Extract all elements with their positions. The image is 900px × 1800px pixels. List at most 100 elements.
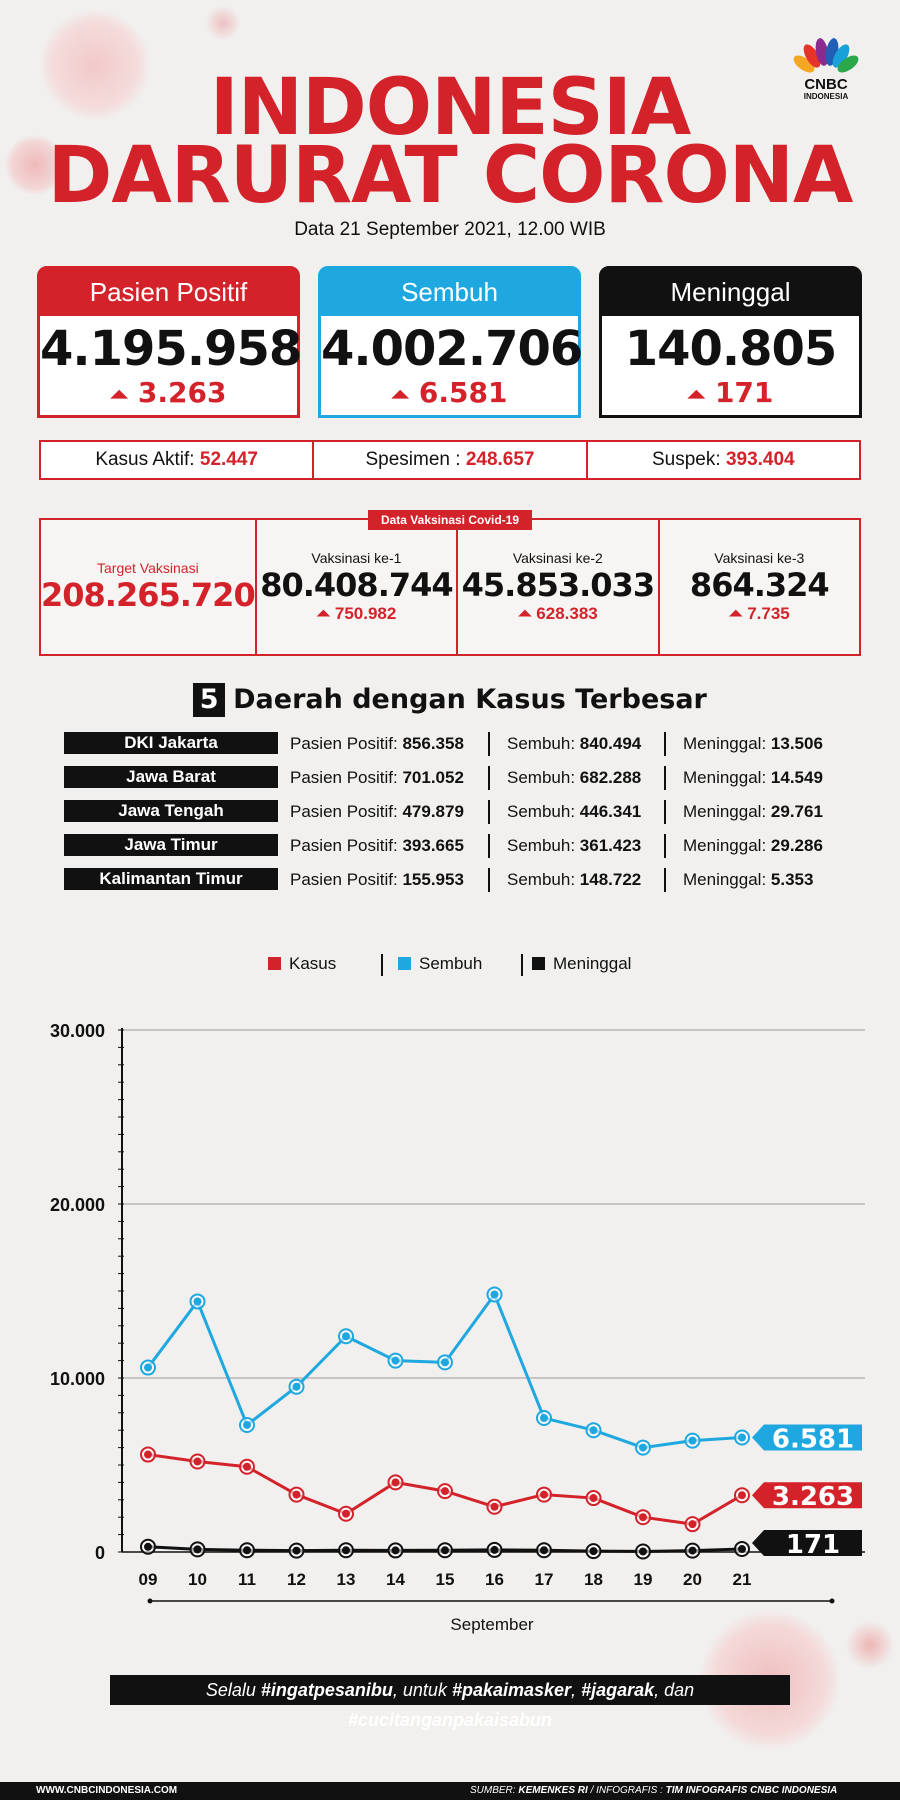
data-point-dot-meninggal	[540, 1546, 548, 1555]
x-tick-label: 11	[238, 1570, 256, 1589]
logo-subtext: INDONESIA	[803, 92, 849, 101]
region-sembuh-label: Sembuh:	[507, 768, 576, 787]
region-meninggal-label: Meninggal:	[683, 870, 767, 889]
region-positif: Pasien Positif: 393.665	[290, 834, 464, 858]
double-chevron-up-icon: ⏶	[316, 604, 331, 623]
vaccine-target-label: Target Vaksinasi	[97, 560, 199, 576]
region-sembuh: Sembuh: 446.341	[507, 800, 641, 824]
hashtag: #ingatpesanibu	[260, 1680, 393, 1700]
summary-bar: Kasus Aktif: 52.447 Spesimen : 248.657 S…	[39, 440, 861, 480]
card-delta-value: 171	[714, 376, 774, 409]
vaccine-dose-delta: ⏶ 7.735	[660, 604, 859, 624]
vaccine-dose-label: Vaksinasi ke-2	[512, 550, 603, 566]
page-title-line2: DARURAT CORONA	[47, 131, 854, 221]
data-date: Data 21 September 2021, 12.00 WIB	[294, 219, 606, 240]
x-tick-label: 15	[436, 1570, 455, 1589]
y-tick-label: 20.000	[50, 1195, 105, 1215]
region-name: Jawa Tengah	[64, 800, 278, 822]
vaccine-dose-label: Vaksinasi ke-3	[714, 550, 805, 566]
vaccine-dose-delta-value: 750.982	[334, 604, 397, 623]
data-point-dot-meninggal	[639, 1547, 647, 1556]
footer-source-value: KEMENKES RI	[518, 1785, 588, 1796]
region-meninggal-value: 29.286	[770, 836, 823, 855]
card-delta: ⏶ 171	[602, 378, 859, 411]
region-meninggal-value: 13.506	[770, 734, 823, 753]
tagline: Selalu #ingatpesanibu, untuk #pakaimaske…	[110, 1675, 790, 1730]
chart-legend: Kasus Sembuh Meninggal	[0, 952, 900, 982]
regions-title: 5 Daerah dengan Kasus Terbesar	[0, 683, 900, 717]
summary-label: Suspek:	[652, 449, 721, 470]
region-positif-label: Pasien Positif:	[290, 870, 398, 889]
peacock-logo-icon	[793, 38, 859, 73]
x-tick-label: 19	[634, 1570, 653, 1589]
region-row: Jawa Tengah Pasien Positif: 479.879 Sembuh…	[64, 800, 854, 824]
card-value: 140.805	[624, 321, 838, 377]
data-point-dot-sembuh	[490, 1290, 499, 1299]
x-tick-label: 09	[139, 1570, 158, 1589]
end-label-tag-meninggal	[752, 1530, 862, 1557]
region-positif-label: Pasien Positif:	[290, 768, 398, 787]
card-delta-value: 3.263	[137, 376, 227, 409]
tagline-text: , dan	[654, 1680, 695, 1700]
data-point-dot-kasus	[243, 1462, 251, 1471]
hashtag: #jagarak	[581, 1680, 655, 1700]
data-point-dot-meninggal	[193, 1545, 202, 1554]
data-point-dot-kasus	[144, 1450, 152, 1459]
legend-swatch	[532, 957, 545, 970]
card-delta-value: 6.581	[418, 376, 508, 409]
y-tick-label: 10.000	[50, 1369, 105, 1389]
regions-number: 5	[193, 683, 226, 717]
data-point-dot-sembuh	[589, 1426, 598, 1435]
footer-credit-sep: / INFOGRAFIS :	[587, 1785, 666, 1796]
double-chevron-up-icon: ⏶	[110, 383, 129, 408]
x-tick-label: 16	[485, 1570, 504, 1589]
region-positif-label: Pasien Positif:	[290, 836, 398, 855]
virus-decoration-icon	[205, 5, 241, 41]
hashtag: #pakaimasker	[451, 1680, 572, 1700]
data-point-dot-kasus	[391, 1478, 400, 1487]
footer-source-label: SUMBER:	[470, 1785, 519, 1796]
region-divider	[488, 732, 490, 756]
vaccine-dose-delta: ⏶ 750.982	[257, 604, 456, 624]
region-meninggal: Meninggal: 5.353	[683, 868, 813, 892]
vaccine-target: Target Vaksinasi 208.265.720	[41, 520, 257, 654]
region-meninggal-label: Meninggal:	[683, 802, 767, 821]
data-point-dot-meninggal	[243, 1546, 251, 1555]
data-point-dot-kasus	[540, 1490, 548, 1499]
region-meninggal-label: Meninggal:	[683, 836, 767, 855]
double-chevron-up-icon: ⏶	[391, 383, 410, 408]
data-point-dot-sembuh	[193, 1297, 202, 1306]
summary-spesimen: Spesimen : 248.657	[314, 442, 588, 478]
data-point-dot-kasus	[342, 1509, 350, 1518]
card-label: Sembuh	[321, 269, 578, 316]
region-sembuh: Sembuh: 148.722	[507, 868, 641, 892]
vaccine-dose-value: 864.324	[689, 566, 830, 604]
end-label-meninggal: 171	[786, 1530, 840, 1560]
end-label-tag-kasus	[752, 1482, 862, 1509]
region-name: Jawa Barat	[64, 766, 278, 788]
data-point-dot-kasus	[589, 1494, 598, 1503]
region-positif: Pasien Positif: 155.953	[290, 868, 464, 892]
y-tick-label: 30.000	[50, 1021, 105, 1041]
card-value: 4.195.958	[40, 321, 302, 377]
region-name: DKI Jakarta	[64, 732, 278, 754]
card-label: Pasien Positif	[40, 269, 297, 316]
data-point-dot-kasus	[688, 1520, 697, 1529]
legend-divider	[521, 954, 523, 976]
region-meninggal: Meninggal: 14.549	[683, 766, 823, 790]
legend-divider	[381, 954, 383, 976]
region-row: DKI Jakarta Pasien Positif: 856.358 Sembuh…	[64, 732, 854, 756]
x-tick-label: 21	[733, 1570, 752, 1589]
region-divider	[488, 800, 490, 824]
x-tick-label: 12	[287, 1570, 306, 1589]
summary-value: 248.657	[465, 449, 535, 470]
region-sembuh-label: Sembuh:	[507, 870, 576, 889]
region-divider	[664, 834, 666, 858]
region-positif-value: 393.665	[402, 836, 464, 855]
legend-label: Meninggal	[553, 954, 632, 973]
legend-item-kasus: Kasus	[268, 952, 336, 976]
data-point-dot-sembuh	[144, 1363, 152, 1372]
region-divider	[488, 834, 490, 858]
end-label-tag-sembuh	[752, 1424, 862, 1451]
double-chevron-up-icon: ⏶	[517, 604, 532, 623]
